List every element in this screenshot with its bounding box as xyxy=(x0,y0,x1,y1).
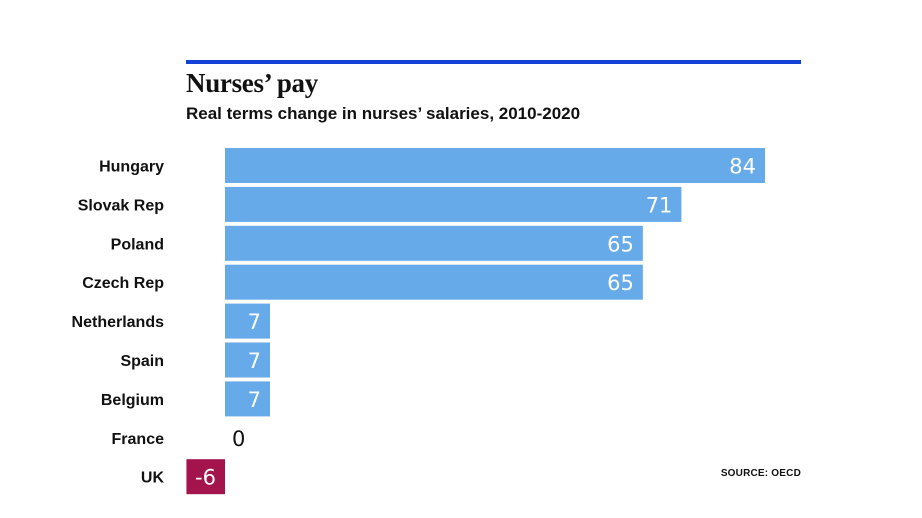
bar xyxy=(225,264,643,300)
category-label: Netherlands xyxy=(72,314,165,331)
bar xyxy=(225,186,682,222)
bar xyxy=(225,381,270,417)
value-label: 71 xyxy=(646,193,673,217)
value-label: 7 xyxy=(248,388,261,412)
value-label: 7 xyxy=(248,349,261,373)
category-label: Poland xyxy=(111,236,164,253)
category-label: Czech Rep xyxy=(82,275,164,292)
source-note: SOURCE: OECD xyxy=(720,468,801,479)
top-rule xyxy=(186,60,801,64)
value-label: 65 xyxy=(607,271,634,295)
chart-subtitle: Real terms change in nurses’ salaries, 2… xyxy=(186,104,581,123)
category-label: Slovak Rep xyxy=(78,197,164,214)
bar xyxy=(225,148,765,183)
bar xyxy=(225,342,270,378)
category-label: Belgium xyxy=(101,392,164,409)
category-label: UK xyxy=(141,470,165,487)
bar xyxy=(186,459,225,495)
category-label: Spain xyxy=(120,353,164,370)
value-label: 84 xyxy=(729,155,756,179)
category-label: Hungary xyxy=(99,159,164,176)
value-label: 0 xyxy=(232,427,245,451)
value-label: -6 xyxy=(195,466,216,490)
category-label: France xyxy=(112,431,165,448)
value-label: 7 xyxy=(248,310,261,334)
bar xyxy=(225,225,643,261)
value-label: 65 xyxy=(607,232,634,256)
bar xyxy=(225,303,270,339)
chart-title: Nurses’ pay xyxy=(186,68,318,98)
